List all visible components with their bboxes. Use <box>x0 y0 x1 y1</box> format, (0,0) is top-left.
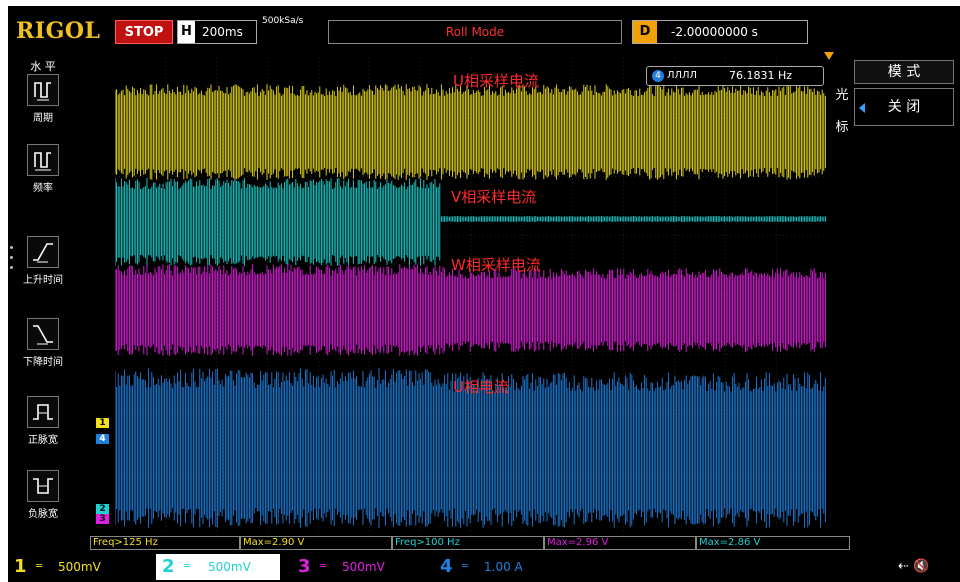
channel-scale: 500mV <box>208 560 251 574</box>
delay-label: D <box>633 21 657 43</box>
channel-scale: 1.00 A <box>484 560 523 574</box>
graticule <box>115 58 827 532</box>
label-u-phase-current: U相电流 <box>453 378 509 396</box>
frequency-icon <box>27 144 59 176</box>
menu-item-label: 下降时间 <box>23 357 63 368</box>
label-v-phase-sampled-current: V相采样电流 <box>451 188 537 206</box>
horizontal-measure-menu: 水 平 周期 频率 上升时间 下降时间 <box>8 56 78 540</box>
measurement-1[interactable]: Freq>125 Hz <box>90 536 240 550</box>
cursor-mode-header: 模 式 <box>854 60 954 84</box>
cursor-side-label-top: 光 <box>835 88 849 103</box>
channel-1-offset-marker[interactable]: 1 <box>96 418 109 428</box>
menu-item-label: 周期 <box>33 113 53 124</box>
channel-status-bar: 1 ═ 500mV 2 ═ 500mV 3 ═ 500mV 4 ═ 1.00 A… <box>8 552 960 582</box>
menu-page-dots <box>10 246 14 276</box>
timebase-label: H <box>178 21 195 43</box>
rise-time-icon <box>27 236 59 268</box>
trigger-position-marker <box>824 52 834 60</box>
measurement-bar: Freq>125 Hz Max=2.90 V Freq>100 Hz Max=2… <box>90 536 850 550</box>
menu-item-negative-width[interactable]: 负脉宽 <box>12 470 74 538</box>
menu-item-label: 频率 <box>33 183 53 194</box>
label-w-phase-sampled-current: W相采样电流 <box>451 256 541 274</box>
run-stop-indicator[interactable]: STOP <box>115 20 173 44</box>
cursor-mode-value: 关 闭 <box>887 99 921 115</box>
measurement-3[interactable]: Freq>100 Hz <box>392 536 544 550</box>
channel-number: 3 <box>298 556 311 577</box>
channel-number: 4 <box>440 556 453 577</box>
channel-3-status[interactable]: 3 ═ 500mV <box>298 554 418 580</box>
sample-rate: 500kSa/s <box>262 16 304 26</box>
frequency-counter: 4 ЛЛЛЛ 76.1831 Hz <box>646 66 824 86</box>
wave3-trace <box>115 264 826 356</box>
channel-number: 2 <box>162 556 175 577</box>
waveform-canvas <box>115 58 827 532</box>
wave4-trace <box>115 368 826 528</box>
measurement-text: Max=2.86 V <box>699 537 761 548</box>
dc-coupling-icon: ═ <box>36 561 43 572</box>
waveform-ch1 <box>115 84 826 180</box>
menu-item-label: 正脉宽 <box>28 435 58 446</box>
menu-item-positive-width[interactable]: 正脉宽 <box>12 396 74 464</box>
negative-width-icon <box>27 470 59 502</box>
channel-2-offset-marker[interactable]: 2 <box>96 504 109 514</box>
measurement-5[interactable]: Max=2.86 V <box>696 536 850 550</box>
timebase-display[interactable]: H 200ms <box>177 20 257 44</box>
oscilloscope-display: RIGOL STOP H 200ms 500kSa/s Roll Mode D … <box>8 6 960 582</box>
acquisition-mode: Roll Mode <box>328 20 622 44</box>
menu-item-fall-time[interactable]: 下降时间 <box>12 318 74 386</box>
wave2-trace <box>115 178 826 266</box>
dc-coupling-icon: ═ <box>320 561 327 572</box>
pulse-train-icon: ЛЛЛЛ <box>667 70 698 81</box>
measurement-text: Freq>100 Hz <box>395 537 460 548</box>
period-icon <box>27 74 59 106</box>
dc-coupling-icon: ═ <box>184 561 191 572</box>
channel-4-status[interactable]: 4 ═ 1.00 A <box>440 554 560 580</box>
label-u-phase-sampled-current: U相采样电流 <box>453 72 539 90</box>
waveform-screen[interactable]: U相采样电流 V相采样电流 W相采样电流 U相电流 <box>115 58 827 532</box>
usb-icon: ⇠ 🔇 <box>898 559 930 574</box>
measurement-4[interactable]: Max=2.96 V <box>544 536 696 550</box>
menu-item-rise-time[interactable]: 上升时间 <box>12 236 74 304</box>
measurement-text: Max=2.90 V <box>243 537 305 548</box>
channel-3-offset-marker[interactable]: 3 <box>96 514 109 524</box>
cursor-side-label-bottom: 标 <box>835 120 849 135</box>
channel-2-status[interactable]: 2 ═ 500mV <box>156 554 280 580</box>
chevron-left-icon <box>859 103 865 113</box>
dc-coupling-icon: ═ <box>462 561 469 572</box>
menu-item-frequency[interactable]: 频率 <box>12 144 74 212</box>
waveform-ch2 <box>115 178 826 266</box>
menu-title: 水 平 <box>30 60 56 73</box>
channel-scale: 500mV <box>342 560 385 574</box>
cursor-menu: 光 标 模 式 关 闭 <box>830 58 960 148</box>
wave1-trace <box>115 84 826 180</box>
channel-4-offset-marker[interactable]: 4 <box>96 434 109 444</box>
measurement-text: Max=2.96 V <box>547 537 609 548</box>
menu-item-label: 负脉宽 <box>28 509 58 520</box>
fall-time-icon <box>27 318 59 350</box>
menu-item-period[interactable]: 周期 <box>12 74 74 142</box>
delay-value: -2.00000000 s <box>671 25 758 39</box>
waveform-ch4 <box>115 368 826 528</box>
measurement-text: Freq>125 Hz <box>93 537 158 548</box>
measurement-2[interactable]: Max=2.90 V <box>240 536 392 550</box>
counter-channel-badge: 4 <box>652 70 664 82</box>
waveform-ch3 <box>115 264 826 356</box>
channel-scale: 500mV <box>58 560 101 574</box>
positive-width-icon <box>27 396 59 428</box>
channel-1-status[interactable]: 1 ═ 500mV <box>14 554 134 580</box>
cursor-mode-button[interactable]: 关 闭 <box>854 88 954 126</box>
channel-number: 1 <box>14 556 27 577</box>
top-status-bar: RIGOL STOP H 200ms 500kSa/s Roll Mode D … <box>8 6 960 52</box>
brand-logo: RIGOL <box>16 18 101 44</box>
delay-display[interactable]: D -2.00000000 s <box>632 20 808 44</box>
timebase-value: 200ms <box>202 25 243 39</box>
menu-item-label: 上升时间 <box>23 275 63 286</box>
counter-value: 76.1831 Hz <box>729 69 793 82</box>
